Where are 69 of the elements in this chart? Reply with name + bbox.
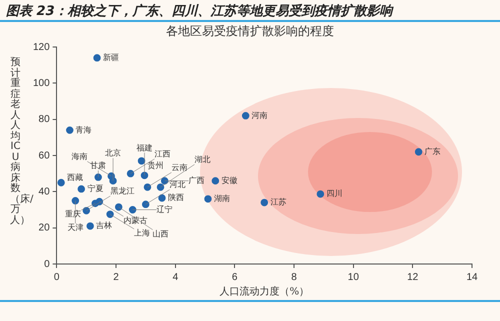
- annotation: 西藏: [67, 172, 84, 182]
- annotation: 广西: [188, 176, 205, 185]
- y-tick-label: 0: [44, 258, 50, 270]
- annotation: 内蒙古: [123, 216, 148, 225]
- annotation: 宁夏: [87, 184, 104, 194]
- x-axis-title: 人口流动力度（%）: [220, 286, 310, 298]
- annotation: 吉林: [96, 221, 112, 230]
- point: [212, 177, 220, 185]
- y-tick-label: 20: [38, 222, 50, 234]
- annotation: 陕西: [168, 193, 184, 202]
- x-tick-label: 12: [407, 272, 419, 283]
- annotation: 天津: [67, 222, 84, 232]
- annotation: 四川: [326, 189, 342, 198]
- point: [72, 197, 80, 204]
- annotation: 新疆: [103, 52, 120, 62]
- chart-title: 图表 23：相较之下，广东、四川、江苏等地更易受到疫情扩散影响: [6, 2, 393, 20]
- annotation: 河北: [170, 180, 186, 190]
- point: [144, 183, 152, 191]
- annotation: 江西: [154, 149, 171, 158]
- point: [242, 112, 250, 120]
- y-tick-label: 40: [38, 186, 50, 198]
- annotation: 青海: [76, 125, 92, 134]
- point: [114, 203, 122, 211]
- annotation: 辽宁: [156, 204, 173, 214]
- annotation: 重庆: [65, 210, 82, 219]
- annotation: 山西: [152, 229, 169, 238]
- point: [156, 183, 164, 191]
- point: [126, 170, 134, 178]
- point: [158, 194, 166, 202]
- annotation: 广东: [424, 146, 441, 156]
- point: [93, 54, 101, 62]
- annotation: 安徽: [221, 176, 238, 185]
- x-tick-label: 8: [291, 272, 298, 283]
- annotation: 福建: [136, 143, 152, 152]
- annotation: 贵州: [148, 160, 164, 170]
- annotation: 河南: [252, 110, 268, 120]
- annotation: 海南: [71, 152, 88, 161]
- point: [316, 190, 324, 198]
- annotation: 北京: [105, 148, 122, 158]
- x-tick-label: 6: [232, 272, 238, 283]
- point: [86, 222, 94, 230]
- y-tick-label: 60: [38, 150, 50, 162]
- annotation: 云南: [171, 163, 188, 172]
- y-tick-label: 120: [32, 42, 50, 53]
- annotation: 上海: [134, 228, 150, 238]
- point: [66, 126, 74, 134]
- x-tick-label: 14: [466, 272, 478, 283]
- annotation: 湖南: [214, 194, 230, 203]
- x-tick-label: 4: [172, 272, 179, 283]
- point: [94, 174, 102, 181]
- point: [78, 185, 86, 193]
- y-tick-label: 100: [32, 78, 50, 89]
- point: [260, 198, 268, 206]
- text: 预计重症老人人均ICU病床数（床/万人）: [10, 57, 34, 226]
- x-tick-label: 10: [348, 272, 360, 283]
- point: [106, 210, 114, 218]
- point: [128, 206, 136, 214]
- point: [204, 195, 212, 203]
- chart-subtitle: 各地区易受疫情扩散影响的程度: [165, 23, 335, 40]
- y-tick-label: 80: [38, 114, 50, 126]
- point: [142, 200, 150, 208]
- annotation: 湖北: [194, 155, 211, 164]
- point: [414, 148, 422, 156]
- point: [57, 178, 65, 186]
- x-tick-label: 2: [113, 272, 120, 283]
- x-tick-label: 0: [54, 272, 60, 283]
- annotation: 江苏: [270, 198, 286, 207]
- annotation: 甘肃: [90, 161, 106, 170]
- annotation: 黑龙江: [110, 186, 134, 196]
